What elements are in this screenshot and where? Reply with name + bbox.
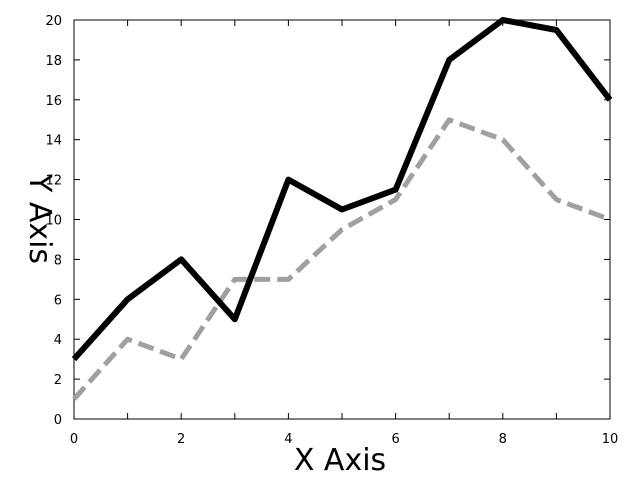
x-tick-label: 6 bbox=[391, 432, 399, 447]
y-tick-label: 12 bbox=[45, 174, 62, 189]
y-tick-label: 8 bbox=[54, 253, 62, 268]
axis-ticks: 0 2 4 6 8 10 12 14 16 18 20 0 2 4 6 8 10 bbox=[45, 14, 618, 447]
x-tick-label: 8 bbox=[499, 432, 507, 447]
y-tick-label: 4 bbox=[54, 333, 62, 348]
series-line-dashed bbox=[72, 117, 611, 401]
y-tick-label: 2 bbox=[54, 373, 62, 388]
y-tick-label: 10 bbox=[45, 214, 62, 229]
y-tick-label: 16 bbox=[45, 94, 62, 109]
series-line-solid bbox=[71, 17, 613, 362]
y-tick-label: 0 bbox=[54, 413, 62, 428]
x-axis-title: X Axis bbox=[294, 443, 386, 478]
y-axis-title: Y Axis bbox=[22, 173, 57, 264]
x-tick-label: 0 bbox=[70, 432, 78, 447]
x-tick-label: 4 bbox=[284, 432, 292, 447]
series-layer bbox=[71, 17, 613, 401]
y-tick-label: 6 bbox=[54, 293, 62, 308]
y-tick-label: 18 bbox=[45, 54, 62, 69]
x-tick-label: 2 bbox=[177, 432, 185, 447]
x-tick-label: 10 bbox=[602, 432, 619, 447]
y-tick-label: 14 bbox=[45, 134, 62, 149]
y-tick-label: 20 bbox=[45, 14, 62, 29]
plot-area bbox=[73, 19, 611, 420]
